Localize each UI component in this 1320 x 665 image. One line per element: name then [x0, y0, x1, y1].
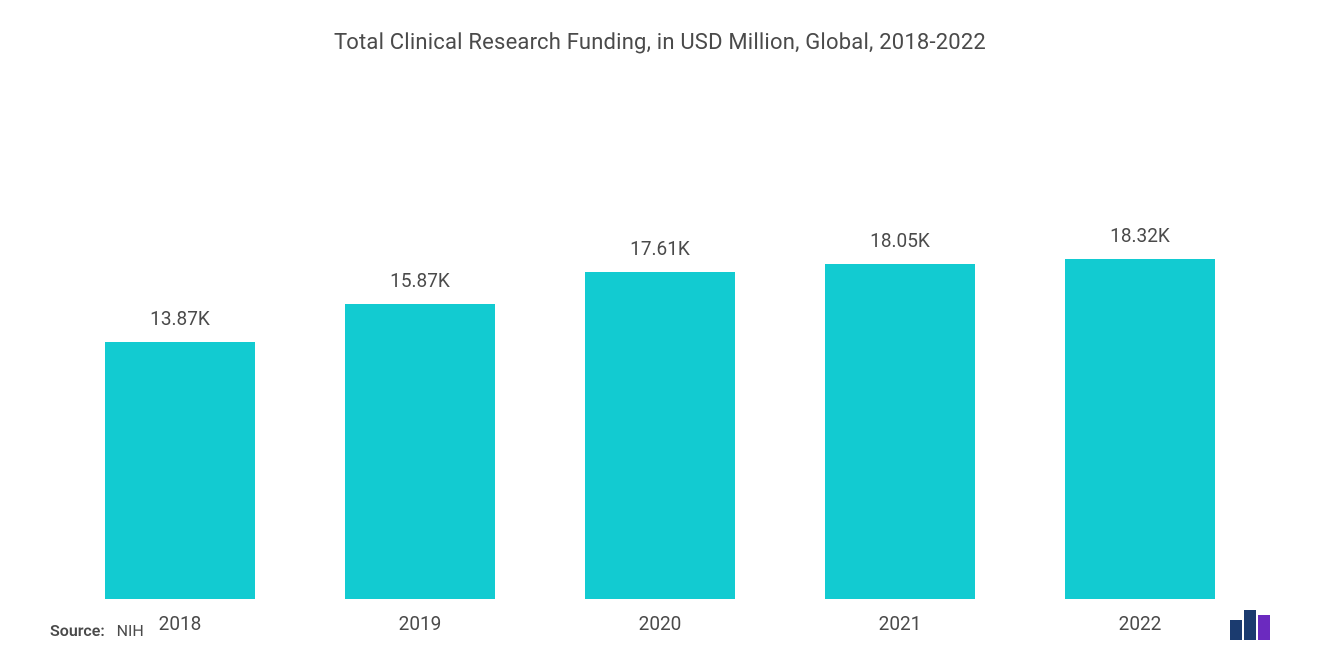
bar: [1065, 259, 1215, 599]
bar-value-label: 15.87K: [390, 269, 450, 292]
chart-container: Total Clinical Research Funding, in USD …: [0, 0, 1320, 665]
chart-title: Total Clinical Research Funding, in USD …: [50, 30, 1270, 55]
chart-plot-area: 13.87K 15.87K 17.61K 18.05K 18.32K: [50, 95, 1270, 600]
bar-value-label: 18.05K: [870, 229, 930, 252]
logo-bar: [1258, 615, 1270, 640]
logo-bar: [1230, 620, 1242, 640]
source-label: Source:: [50, 621, 105, 640]
source-value: NIH: [117, 621, 144, 640]
bar-value-label: 18.32K: [1110, 224, 1170, 247]
bar-value-label: 13.87K: [150, 307, 210, 330]
bar-group: 13.87K: [95, 95, 265, 599]
bar-group: 18.32K: [1055, 95, 1225, 599]
chart-footer: Source: NIH: [50, 610, 1270, 640]
bar-group: 17.61K: [575, 95, 745, 599]
bar: [585, 272, 735, 599]
source-attribution: Source: NIH: [50, 621, 144, 640]
bar: [345, 304, 495, 599]
bar-group: 15.87K: [335, 95, 505, 599]
bar: [825, 264, 975, 599]
bar: [105, 342, 255, 599]
bar-value-label: 17.61K: [630, 237, 690, 260]
brand-logo-icon: [1230, 610, 1270, 640]
bar-group: 18.05K: [815, 95, 985, 599]
logo-bar: [1244, 610, 1256, 640]
